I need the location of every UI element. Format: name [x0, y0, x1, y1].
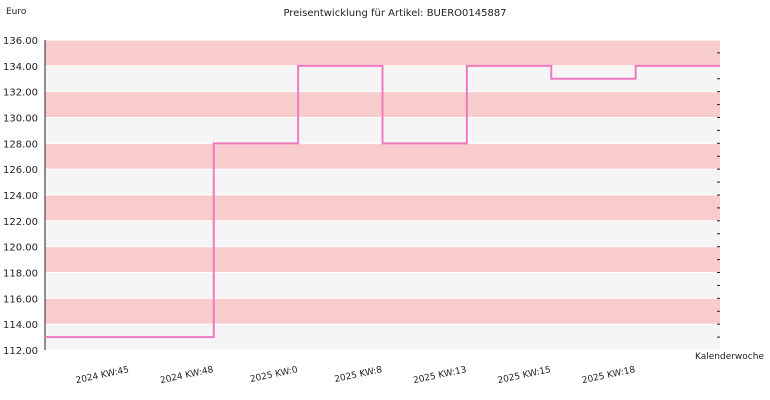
x-tick-label: 2024 KW:48 — [159, 365, 214, 386]
band — [45, 40, 720, 66]
y-axis-label: Euro — [6, 7, 27, 17]
y-tick-label: 114.00 — [3, 320, 38, 331]
y-tick-label: 124.00 — [3, 191, 38, 202]
y-tick-label: 126.00 — [3, 165, 38, 176]
x-tick-label: 2025 KW:0 — [249, 365, 299, 385]
y-tick-label: 120.00 — [3, 243, 38, 254]
y-tick-label: 112.00 — [3, 346, 38, 357]
y-tick-label: 132.00 — [3, 88, 38, 99]
y-tick-label: 130.00 — [3, 114, 38, 125]
x-axis-ticks: 2024 KW:45 2024 KW:48 2025 KW:0 2025 KW:8 20… — [75, 365, 637, 386]
x-tick-label: 2025 KW:18 — [581, 365, 636, 386]
band — [45, 298, 720, 325]
price-series — [45, 64, 720, 339]
right-axis-ticks — [717, 52, 720, 338]
band — [45, 246, 720, 273]
y-tick-label: 122.00 — [3, 217, 38, 228]
band — [45, 143, 720, 170]
band — [45, 220, 720, 247]
y-tick-label: 116.00 — [3, 294, 38, 305]
y-tick-label: 128.00 — [3, 139, 38, 150]
band — [45, 195, 720, 221]
x-tick-label: 2024 KW:45 — [75, 365, 130, 386]
x-tick-label: 2025 KW:13 — [412, 365, 467, 386]
band — [45, 272, 720, 299]
y-tick-label: 136.00 — [3, 36, 38, 47]
y-axis-ticks: 112.00 114.00 116.00 118.00 120.00 122.00 124.… — [3, 36, 38, 357]
x-tick-label: 2025 KW:8 — [334, 365, 384, 385]
x-axis-label: Kalenderwoche — [695, 352, 764, 362]
chart-title: Preisentwicklung für Artikel: BUERO01458… — [283, 8, 506, 19]
y-tick-label: 118.00 — [3, 269, 38, 280]
x-tick-label: 2025 KW:15 — [497, 365, 552, 386]
band — [45, 169, 720, 195]
y-tick-label: 134.00 — [3, 62, 38, 73]
price-line — [45, 64, 720, 339]
